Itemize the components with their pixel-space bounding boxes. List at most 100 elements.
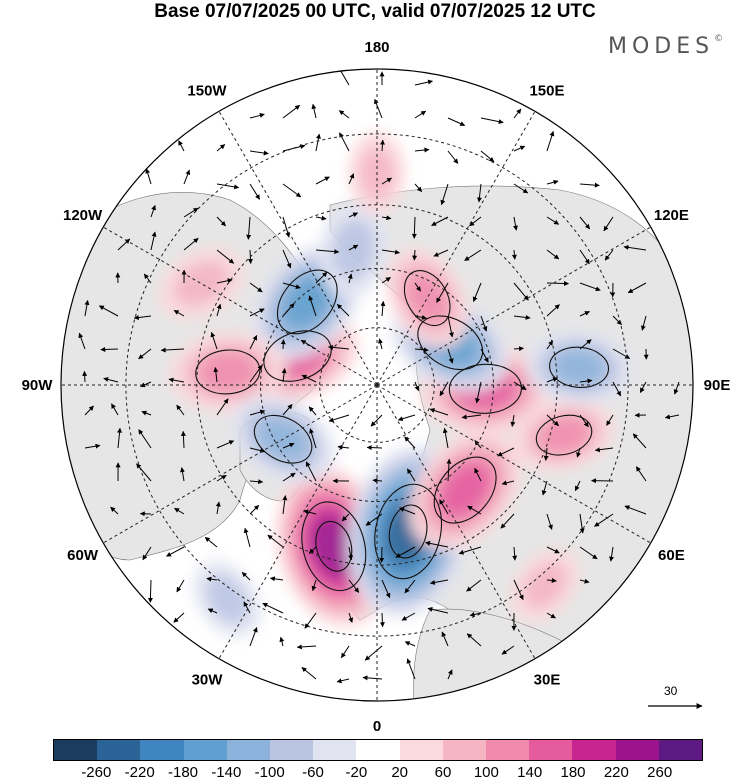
wind-vector [366, 445, 383, 451]
wind-vector [378, 338, 383, 350]
wind-vector [574, 480, 581, 492]
wind-vector [447, 348, 454, 364]
wind-vector [308, 546, 317, 554]
wind-vector [300, 339, 317, 350]
wind-vector [315, 176, 330, 185]
wind-vector [100, 346, 119, 352]
wind-vector [579, 414, 589, 428]
wind-vector [315, 271, 328, 284]
wind-vector [546, 304, 560, 317]
wind-vector [210, 331, 218, 350]
wind-vector [110, 506, 119, 515]
anomaly-contours [195, 269, 610, 592]
wind-vector [315, 215, 327, 221]
wind-vector [469, 216, 482, 227]
contour-line [253, 414, 313, 464]
wind-vector [458, 546, 482, 555]
wind-vector [216, 303, 222, 317]
colorbar-swatch [442, 740, 487, 760]
anomaly-level [538, 417, 590, 454]
wind-vector [467, 505, 482, 515]
colorbar-swatch [140, 740, 184, 760]
wind-vector [546, 546, 560, 554]
wind-vector [117, 238, 131, 251]
wind-vector [348, 173, 355, 185]
colorbar-tick-label: 180 [560, 764, 586, 781]
meridian-line [376, 384, 536, 659]
meridian-line [103, 226, 378, 386]
wind-vector [347, 273, 353, 284]
wind-vector [348, 244, 359, 251]
latitude-circle [319, 327, 435, 443]
wind-vector [447, 117, 466, 126]
wind-vector [639, 381, 647, 393]
anomaly-level [523, 562, 567, 609]
wind-vector [308, 295, 317, 317]
colorbar-tick-label: -60 [302, 764, 324, 781]
wind-vector [216, 144, 226, 152]
wind-vector [141, 410, 152, 416]
wind-vector [480, 315, 488, 332]
wind-vector [594, 513, 614, 527]
wind-vector [439, 381, 449, 397]
wind-vector [579, 546, 598, 560]
wind-vector [145, 168, 152, 185]
wind-vector [480, 348, 489, 363]
wind-vector [579, 249, 590, 265]
meridian-line [103, 384, 378, 544]
wind-vector [433, 249, 449, 257]
wind-vector [315, 249, 340, 255]
wind-vector [111, 403, 119, 416]
colorbar-tick-label: 260 [647, 764, 673, 781]
wind-vector [348, 612, 354, 623]
wind-vector [282, 495, 288, 515]
wind-vector [206, 576, 218, 582]
wind-vector [168, 377, 185, 383]
wind-vector [308, 406, 317, 416]
wind-vector [98, 305, 119, 317]
wind-vector [414, 347, 429, 353]
wind-vector [395, 546, 416, 558]
wind-vector [406, 658, 416, 680]
copyright-mark: © [714, 34, 724, 44]
wind-vector [249, 364, 263, 383]
longitude-label: 180 [364, 39, 389, 56]
wind-vector [546, 249, 560, 260]
colorbar-tick-label: -180 [167, 764, 199, 781]
wind-vector [474, 467, 482, 482]
wind-vector [546, 216, 560, 225]
wind-vector [546, 130, 555, 152]
wind-vector [546, 179, 559, 185]
wind-vector [401, 612, 416, 621]
anomaly-level [283, 276, 332, 328]
contour-line [276, 269, 338, 335]
wind-vector [635, 466, 647, 482]
wind-vector [469, 612, 482, 617]
colorbar-swatch [54, 740, 98, 760]
contour-line [433, 456, 497, 524]
wind-vector [216, 398, 229, 416]
colorbar-tick-label: -220 [124, 764, 155, 781]
wind-vector [249, 627, 258, 647]
colorbar-swatch [97, 740, 141, 760]
wind-vector [249, 183, 261, 200]
wind-vector [466, 633, 482, 647]
wind-vector [461, 414, 482, 420]
longitude-label: 0 [373, 718, 381, 735]
colorbar-tick-label: 140 [517, 764, 543, 781]
wind-vector [664, 414, 680, 420]
wind-vector [414, 79, 433, 86]
wind-vector [381, 579, 391, 599]
wind-vector [397, 414, 416, 422]
colorbar-swatch [572, 740, 616, 760]
wind-vector [204, 536, 218, 548]
wind-vector [166, 546, 185, 557]
wind-vector [216, 474, 227, 482]
wind-vectors [78, 69, 680, 684]
wind-vector [501, 480, 515, 486]
longitude-label: 120E [654, 207, 689, 224]
colorbar [53, 739, 703, 761]
wind-vector [427, 606, 449, 614]
wind-vector [673, 381, 680, 395]
contour-line [374, 483, 442, 580]
